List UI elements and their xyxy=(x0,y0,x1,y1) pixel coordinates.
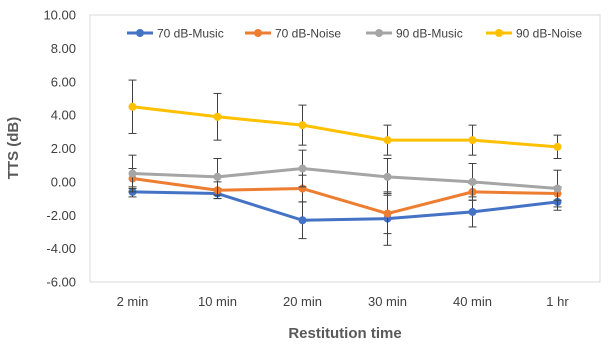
x-tick-label: 30 min xyxy=(368,294,407,309)
data-point xyxy=(128,169,137,178)
series-1 xyxy=(128,186,562,246)
x-axis-title: Restitution time xyxy=(288,325,401,342)
data-point xyxy=(383,172,392,181)
series-line xyxy=(132,177,558,216)
data-point xyxy=(468,177,477,186)
series-3 xyxy=(128,149,562,208)
plot-frame xyxy=(89,14,601,283)
legend-swatch-marker xyxy=(254,29,262,37)
legend-label: 70 dB-Music xyxy=(157,27,224,41)
data-point xyxy=(553,142,562,151)
series-line xyxy=(132,190,558,222)
x-tick-label: 1 hr xyxy=(546,294,569,309)
data-point xyxy=(298,121,307,130)
data-point xyxy=(128,102,137,111)
series-2 xyxy=(128,168,562,235)
series-line xyxy=(132,167,558,191)
x-tick-labels: 2 min 10 min 20 min 30 min 40 min 1 hr xyxy=(117,294,570,309)
data-point xyxy=(553,184,562,193)
y-tick-label: -4.00 xyxy=(46,241,76,256)
legend: 70 dB-Music 70 dB-Noise 90 dB-Music 90 dB-N… xyxy=(127,27,582,41)
y-tick-label: 6.00 xyxy=(51,74,76,89)
y-tick-label: -6.00 xyxy=(46,275,76,290)
series-line xyxy=(132,105,558,149)
legend-swatch-marker xyxy=(495,29,503,37)
series-layer xyxy=(128,79,562,246)
data-point xyxy=(468,207,477,216)
data-point xyxy=(468,136,477,145)
x-tick-label: 40 min xyxy=(453,294,492,309)
legend-label: 90 dB-Noise xyxy=(516,27,582,41)
y-tick-label: 0.00 xyxy=(51,174,76,189)
legend-label: 90 dB-Music xyxy=(396,27,463,41)
data-point xyxy=(383,209,392,218)
data-point xyxy=(298,164,307,173)
legend-swatch-marker xyxy=(136,29,144,37)
y-tick-label: 8.00 xyxy=(51,41,76,56)
data-point xyxy=(298,216,307,225)
y-axis-title: TTS (dB) xyxy=(5,117,22,179)
series-4 xyxy=(128,79,562,160)
y-tick-label: -2.00 xyxy=(46,208,76,223)
x-tick-label: 10 min xyxy=(198,294,237,309)
y-tick-label: 4.00 xyxy=(51,108,76,123)
y-tick-label: 10.00 xyxy=(43,8,76,23)
legend-swatch-marker xyxy=(375,29,383,37)
y-tick-labels: -6.00 -4.00 -2.00 0.00 2.00 4.00 6.00 8.00 10.00 xyxy=(43,8,76,290)
y-tick-label: 2.00 xyxy=(51,141,76,156)
data-point xyxy=(383,136,392,145)
x-tick-label: 2 min xyxy=(117,294,149,309)
data-point xyxy=(213,172,222,181)
legend-label: 70 dB-Noise xyxy=(275,27,341,41)
x-tick-label: 20 min xyxy=(283,294,322,309)
data-point xyxy=(213,112,222,121)
